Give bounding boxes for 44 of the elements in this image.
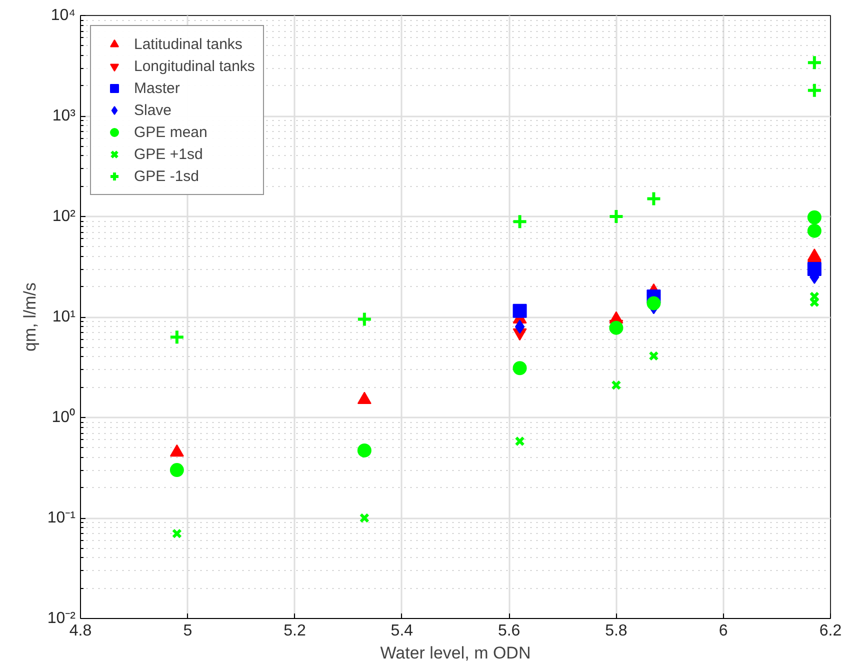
legend-label: Slave xyxy=(134,102,172,118)
legend-label: Master xyxy=(134,80,180,96)
y-tick-label: 10⁴ xyxy=(50,7,76,24)
point xyxy=(168,329,185,346)
y-tick-label: 10³ xyxy=(52,108,76,124)
point xyxy=(646,296,661,310)
y-tick-label: 10⁰ xyxy=(52,408,76,426)
legend-label: Longitudinal tanks xyxy=(134,58,255,74)
point xyxy=(609,320,624,335)
y-tick-label: 10² xyxy=(52,208,76,225)
point xyxy=(806,54,822,71)
point xyxy=(172,528,182,539)
point xyxy=(514,436,525,446)
y-tick-label: 10¹ xyxy=(52,308,76,326)
point xyxy=(807,210,822,224)
point xyxy=(514,320,525,334)
legend-label: Latitudinal tanks xyxy=(134,36,242,52)
point xyxy=(807,224,822,238)
x-tick-label: 5.8 xyxy=(605,622,628,640)
y-tick-label: 10⁻¹ xyxy=(47,510,76,526)
x-tick-label: 6.2 xyxy=(819,622,842,640)
point xyxy=(170,463,184,478)
legend-label: GPE -1sd xyxy=(134,168,200,184)
y-axis-title: qm, l/m/s xyxy=(20,282,40,352)
legend-label: GPE mean xyxy=(134,124,208,140)
point xyxy=(608,208,624,224)
x-axis-title: Water level, m ODN xyxy=(380,644,531,662)
x-tick-label: 6 xyxy=(718,622,728,640)
point xyxy=(356,311,372,328)
point xyxy=(611,380,622,390)
point xyxy=(512,361,527,376)
legend-label: GPE +1sd xyxy=(134,146,203,162)
point xyxy=(512,304,527,318)
point xyxy=(806,82,822,98)
x-tick-label: 4.8 xyxy=(69,622,92,640)
x-tick-label: 5.6 xyxy=(498,622,520,640)
point xyxy=(359,512,370,524)
point xyxy=(646,190,662,207)
x-tick-label: 5.2 xyxy=(284,622,306,640)
point xyxy=(648,350,659,361)
point xyxy=(512,214,528,230)
point xyxy=(357,443,372,458)
x-tick-label: 5 xyxy=(183,622,192,640)
x-tick-label: 5.4 xyxy=(390,622,414,640)
